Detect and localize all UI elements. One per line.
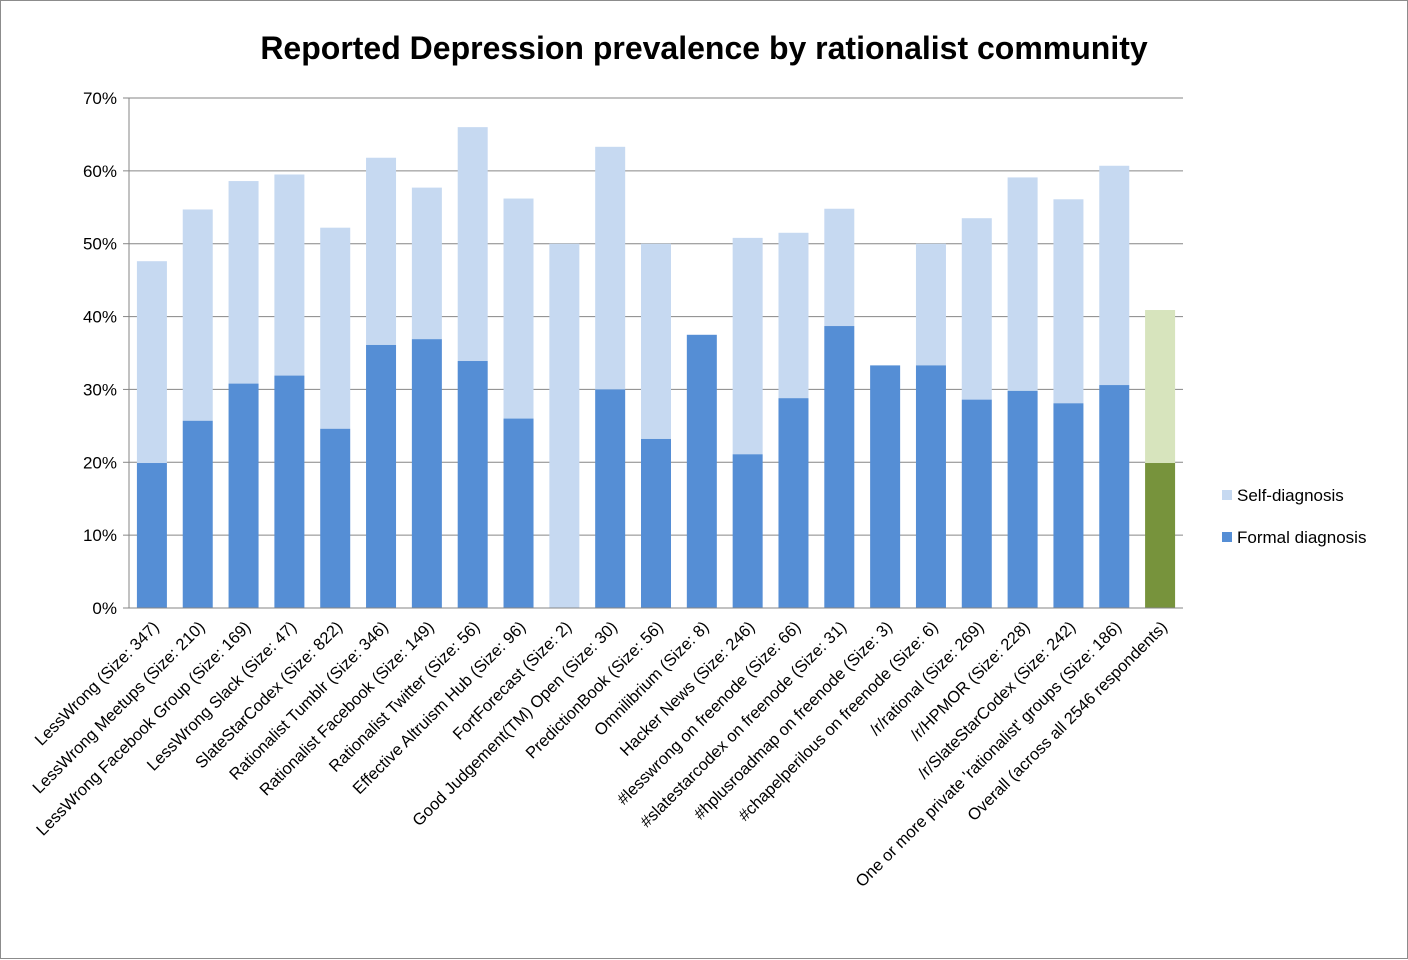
bar-self-diagnosis [182, 209, 213, 421]
bar-formal-diagnosis [457, 361, 488, 608]
x-axis-ticks: LessWrong (Size: 347)LessWrong Meetups (… [29, 618, 1171, 891]
bar-self-diagnosis [274, 174, 305, 376]
bar-self-diagnosis [915, 243, 946, 366]
bar-formal-diagnosis [1053, 403, 1084, 608]
bars [136, 127, 1176, 608]
bar-formal-diagnosis [961, 399, 992, 608]
bar-self-diagnosis [411, 187, 442, 340]
y-tick-label: 50% [83, 235, 117, 254]
bar-formal-diagnosis [228, 383, 259, 608]
bar-formal-diagnosis [1145, 463, 1176, 608]
bar-formal-diagnosis [915, 365, 946, 608]
bar-formal-diagnosis [274, 375, 305, 608]
y-tick-label: 60% [83, 162, 117, 181]
bar-formal-diagnosis [1007, 390, 1038, 608]
y-tick-label: 20% [83, 453, 117, 472]
bar-self-diagnosis [549, 243, 580, 608]
bar-formal-diagnosis [870, 365, 901, 608]
bar-self-diagnosis [320, 227, 351, 429]
bar-formal-diagnosis [824, 326, 855, 608]
bar-self-diagnosis [1053, 199, 1084, 404]
bar-formal-diagnosis [778, 398, 809, 608]
chart-title: Reported Depression prevalence by ration… [260, 30, 1148, 66]
y-axis-ticks: 0% 10% 20% 30% 40% 50% 60% 70% [83, 89, 129, 618]
bar-formal-diagnosis [641, 438, 671, 608]
bar-self-diagnosis [824, 208, 855, 327]
bar-formal-diagnosis [732, 454, 763, 608]
y-tick-label: 0% [92, 599, 117, 618]
legend-swatch [1222, 532, 1232, 542]
bar-formal-diagnosis [136, 463, 167, 608]
bar-self-diagnosis [778, 232, 809, 399]
axes [128, 98, 1183, 609]
bar-self-diagnosis [366, 157, 397, 345]
bar-self-diagnosis [1099, 165, 1130, 386]
y-tick-label: 10% [83, 526, 117, 545]
bar-self-diagnosis [228, 181, 259, 384]
legend: Self-diagnosis Formal diagnosis [1222, 486, 1366, 547]
y-tick-label: 40% [83, 308, 117, 327]
bar-self-diagnosis [641, 243, 671, 439]
bar-self-diagnosis [136, 261, 167, 464]
bar-self-diagnosis [595, 146, 626, 390]
bar-formal-diagnosis [686, 334, 717, 608]
bar-self-diagnosis [961, 218, 992, 400]
bar-formal-diagnosis [320, 428, 351, 608]
bar-self-diagnosis [732, 237, 763, 455]
bar-formal-diagnosis [366, 344, 397, 608]
bar-self-diagnosis [457, 127, 488, 362]
y-tick-label: 30% [83, 380, 117, 399]
bar-formal-diagnosis [411, 339, 442, 608]
bar-self-diagnosis [1145, 310, 1176, 464]
legend-label: Formal diagnosis [1237, 528, 1366, 547]
legend-swatch [1222, 490, 1232, 500]
x-tick-label: LessWrong Meetups (Size: 210) [29, 618, 208, 797]
bar-formal-diagnosis [182, 420, 213, 608]
bar-self-diagnosis [1007, 177, 1038, 391]
x-tick-label: LessWrong Facebook Group (Size: 169) [33, 618, 254, 839]
bar-self-diagnosis [503, 198, 534, 419]
bar-formal-diagnosis [503, 418, 534, 608]
y-tick-label: 70% [83, 89, 117, 108]
bar-formal-diagnosis [1099, 385, 1130, 608]
legend-label: Self-diagnosis [1237, 486, 1344, 505]
bar-formal-diagnosis [595, 389, 626, 608]
